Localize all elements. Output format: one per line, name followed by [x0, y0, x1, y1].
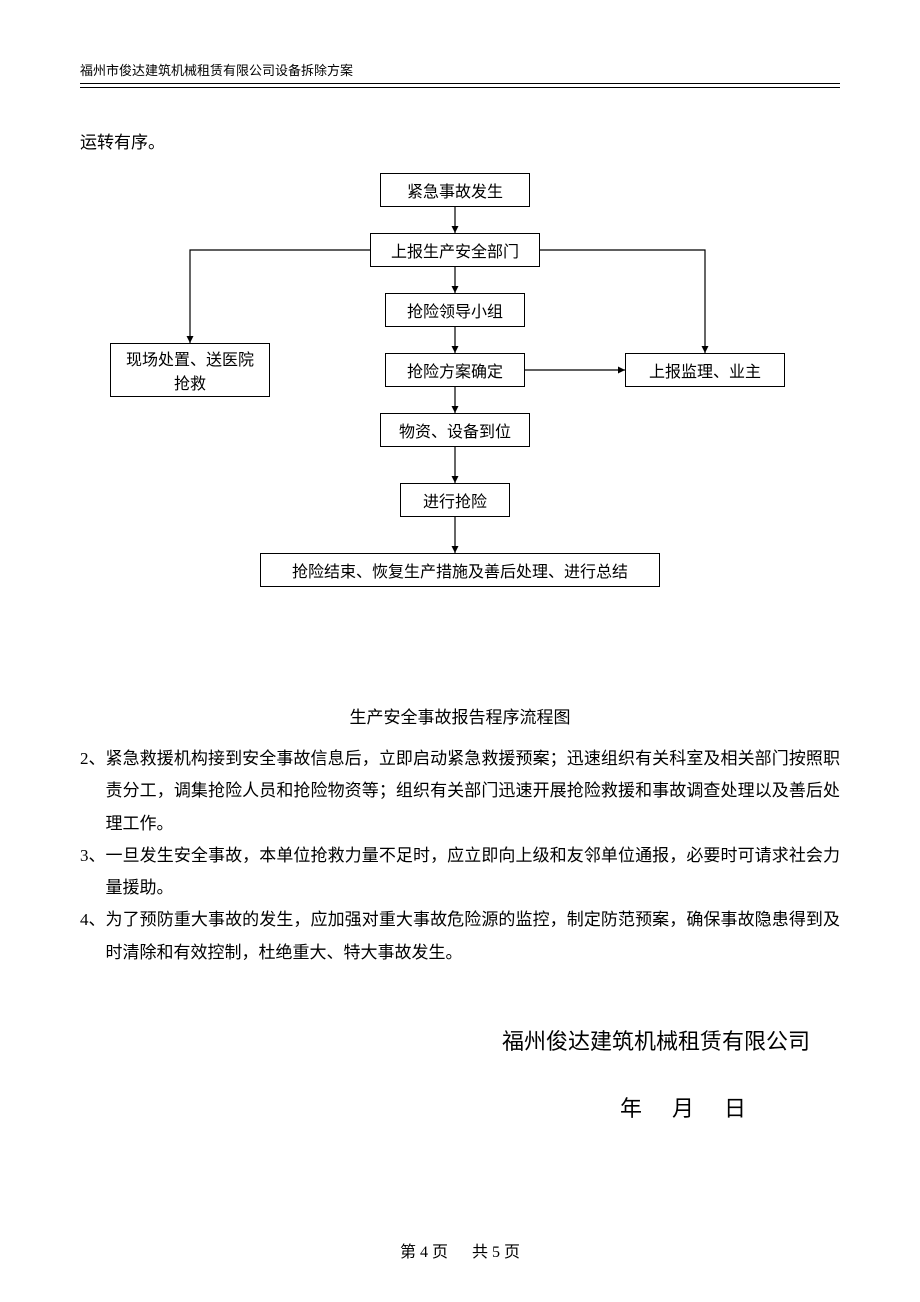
- paragraph-number: 3、: [80, 840, 106, 905]
- header-rule: [80, 83, 840, 88]
- flow-node-n4: 抢险方案确定: [385, 353, 525, 387]
- footer-total: 共 5 页: [472, 1244, 520, 1261]
- flow-node-n3: 抢险领导小组: [385, 293, 525, 327]
- flow-node-n5: 物资、设备到位: [380, 413, 530, 447]
- flow-node-n1: 紧急事故发生: [380, 173, 530, 207]
- paragraph-list: 2、紧急救援机构接到安全事故信息后，立即启动紧急救援预案；迅速组织有关科室及相关…: [80, 743, 840, 969]
- paragraph: 2、紧急救援机构接到安全事故信息后，立即启动紧急救援预案；迅速组织有关科室及相关…: [80, 743, 840, 840]
- paragraph-number: 2、: [80, 743, 106, 840]
- flow-node-n7: 抢险结束、恢复生产措施及善后处理、进行总结: [260, 553, 660, 587]
- signature-company: 福州俊达建筑机械租赁有限公司: [80, 1024, 840, 1056]
- paragraph: 4、为了预防重大事故的发生，应加强对重大事故危险源的监控，制定防范预案，确保事故…: [80, 904, 840, 969]
- signature-date: 年 月 日: [80, 1091, 840, 1123]
- intro-text: 运转有序。: [80, 128, 840, 153]
- page-footer: 第 4 页 共 5 页: [0, 1238, 920, 1262]
- flowchart-caption: 生产安全事故报告程序流程图: [80, 703, 840, 728]
- flow-node-n6: 进行抢险: [400, 483, 510, 517]
- footer-page: 第 4 页: [400, 1244, 448, 1261]
- flowchart-container: 紧急事故发生上报生产安全部门抢险领导小组抢险方案确定物资、设备到位进行抢险抢险结…: [80, 173, 840, 653]
- flow-node-nR: 上报监理、业主: [625, 353, 785, 387]
- paragraph-number: 4、: [80, 904, 106, 969]
- flow-node-nL: 现场处置、送医院抢救: [110, 343, 270, 397]
- flow-node-n2: 上报生产安全部门: [370, 233, 540, 267]
- page-header: 福州市俊达建筑机械租赁有限公司设备拆除方案: [80, 60, 840, 83]
- paragraph-body: 一旦发生安全事故，本单位抢救力量不足时，应立即向上级和友邻单位通报，必要时可请求…: [106, 840, 841, 905]
- paragraph-body: 紧急救援机构接到安全事故信息后，立即启动紧急救援预案；迅速组织有关科室及相关部门…: [106, 743, 841, 840]
- paragraph-body: 为了预防重大事故的发生，应加强对重大事故危险源的监控，制定防范预案，确保事故隐患…: [106, 904, 841, 969]
- paragraph: 3、一旦发生安全事故，本单位抢救力量不足时，应立即向上级和友邻单位通报，必要时可…: [80, 840, 840, 905]
